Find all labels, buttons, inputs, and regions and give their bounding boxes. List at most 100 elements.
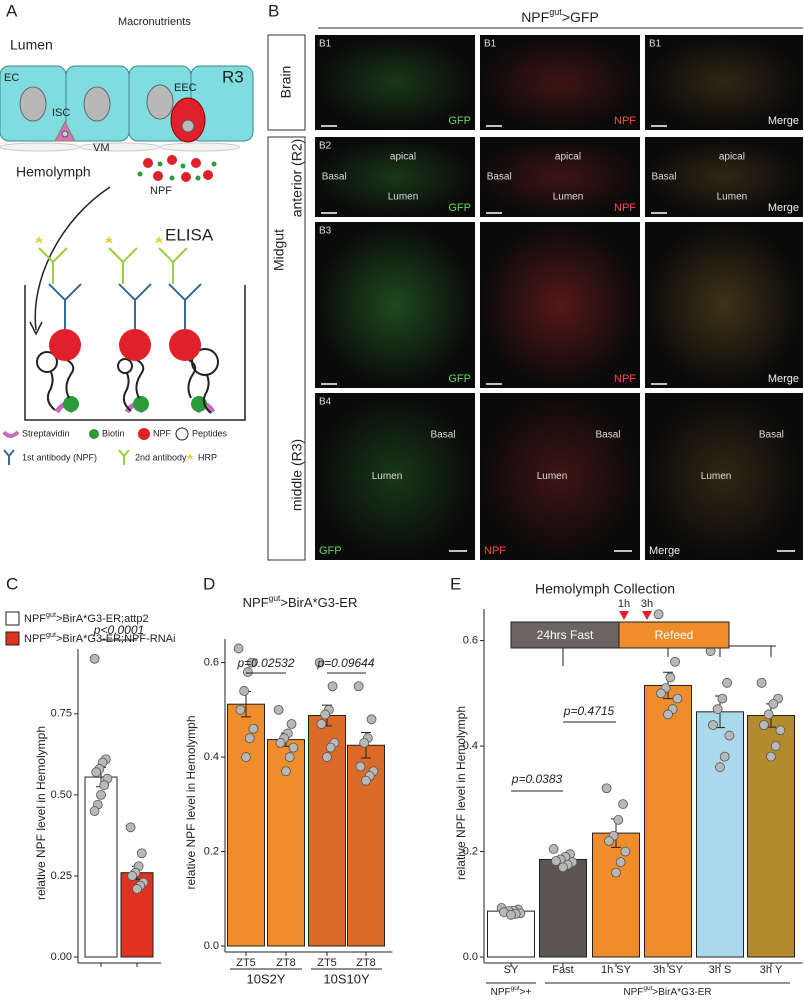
bar <box>644 684 692 958</box>
p-value: p=0.0383 <box>511 772 563 786</box>
y-axis-label: relative NPF level in Hemolymph <box>34 726 48 900</box>
data-point <box>244 733 255 744</box>
data-point <box>708 720 718 730</box>
panel-letter: C <box>6 574 18 593</box>
p-value: p<0.0001 <box>93 623 144 637</box>
y-tick-label: 0.00 <box>51 951 72 963</box>
channel-label: NPF <box>614 373 636 385</box>
row-box <box>267 34 306 131</box>
data-point <box>604 836 614 846</box>
data-point <box>359 738 370 748</box>
tissue <box>315 35 475 130</box>
y-axis-label: relative NPF level in Hemolymph <box>454 706 468 880</box>
vm <box>79 142 161 152</box>
data-point <box>353 681 364 692</box>
vm <box>159 142 241 152</box>
panel-letter: D <box>203 574 215 593</box>
data-point <box>246 657 257 668</box>
label: EC <box>4 72 19 84</box>
channel-label: NPF <box>484 545 506 557</box>
image-annotation: Basal <box>595 429 620 440</box>
row-label: Brain <box>278 66 294 99</box>
image-annotation: Lumen <box>537 471 568 482</box>
data-point <box>284 752 295 762</box>
panel-letter: B <box>268 1 279 20</box>
data-point <box>551 856 561 866</box>
subpanel-label: B3 <box>319 226 332 237</box>
data-point <box>273 704 284 715</box>
data-point <box>548 844 559 854</box>
nucleus <box>146 84 174 120</box>
data-point <box>239 686 250 696</box>
timeline-mark: 3h <box>641 598 653 610</box>
group-label-part: NPF <box>491 987 511 998</box>
tissue <box>645 35 803 130</box>
chart-title-part: NPF <box>243 595 269 610</box>
data-point <box>558 862 568 873</box>
timeline-label: Refeed <box>655 628 694 642</box>
bar <box>539 858 587 958</box>
x-tick-label: 3h Y <box>760 964 783 976</box>
x-tick-label: 3h SY <box>653 964 684 976</box>
data-point <box>759 720 769 730</box>
label: Macronutrients <box>118 16 191 28</box>
row-label: middle (R3) <box>289 439 305 511</box>
data-point <box>125 822 136 833</box>
data-point <box>132 884 142 894</box>
legend-label: HRP <box>198 452 217 462</box>
data-point <box>770 741 781 751</box>
channel-label: GFP <box>448 115 471 127</box>
data-point <box>322 752 332 762</box>
data-point <box>717 693 728 704</box>
legend-icons <box>2 427 194 465</box>
channel-label: GFP <box>448 373 471 385</box>
legend-label-part: gut <box>46 611 56 619</box>
data-point <box>314 657 325 668</box>
image-annotation: apical <box>555 152 581 163</box>
legend-label-part: >BirA*G3-ER;NPF-RNAi <box>56 633 176 645</box>
group-label-part: >+ <box>520 987 532 998</box>
arrow <box>34 186 111 331</box>
y-tick-label: 0.0 <box>463 951 478 963</box>
label: Hemolymph <box>16 164 91 180</box>
panel-title-part: gut <box>549 7 562 17</box>
y-tick-label: 0.6 <box>204 657 219 669</box>
p-value: p=0.4715 <box>563 704 615 718</box>
y-tick-label: 0.4 <box>463 740 478 752</box>
panel-b: B Brain Midgut anterior (R2) middle (R3) <box>267 1 803 561</box>
data-point <box>653 609 664 620</box>
data-point <box>286 719 297 729</box>
panel-title-part: >GFP <box>562 9 599 25</box>
subpanel-label: B1 <box>319 39 332 50</box>
data-point <box>127 871 138 881</box>
legend-swatch <box>5 611 20 626</box>
data-point <box>719 751 730 762</box>
nucleus <box>19 86 47 122</box>
legend-label: Peptides <box>192 428 228 438</box>
legend-label-part: >BirA*G3-ER;attp2 <box>56 613 149 625</box>
tissue <box>645 137 803 217</box>
timeline-label: 24hrs Fast <box>537 628 594 642</box>
legend-label-part: NPF <box>24 613 46 625</box>
timeline-arrow <box>642 611 652 620</box>
channel-label: Merge <box>768 202 799 214</box>
image-annotation: apical <box>719 152 745 163</box>
data-point <box>91 767 102 778</box>
legend-label: 2nd antibody <box>135 452 187 462</box>
x-tick-label: 3h S <box>709 964 732 976</box>
legend-swatch <box>5 631 20 646</box>
image-annotation: Lumen <box>553 192 584 203</box>
group-label: 10S10Y <box>323 971 370 986</box>
data-point <box>233 643 244 654</box>
data-point <box>611 867 621 878</box>
image-annotation: Lumen <box>388 192 419 203</box>
data-point <box>620 846 631 857</box>
image-annotation: Lumen <box>372 471 403 482</box>
y-tick-label: 0.6 <box>463 635 478 647</box>
panel-title-part: NPF <box>521 9 549 25</box>
legend-label: Biotin <box>102 428 125 438</box>
label: VM <box>93 142 110 154</box>
tissue <box>480 137 640 217</box>
image-annotation: Lumen <box>717 192 748 203</box>
data-point <box>136 848 147 859</box>
